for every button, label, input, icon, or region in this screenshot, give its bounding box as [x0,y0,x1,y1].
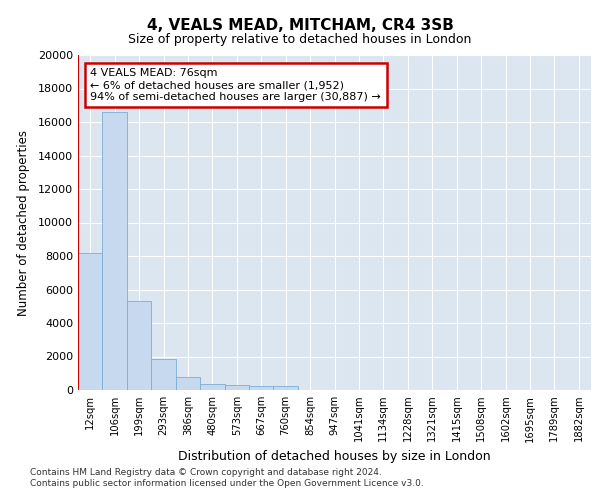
Text: Contains HM Land Registry data © Crown copyright and database right 2024.
Contai: Contains HM Land Registry data © Crown c… [30,468,424,487]
Text: 4 VEALS MEAD: 76sqm
← 6% of detached houses are smaller (1,952)
94% of semi-deta: 4 VEALS MEAD: 76sqm ← 6% of detached hou… [90,68,381,102]
Bar [127,301,151,390]
Bar [224,386,249,390]
Y-axis label: Number of detached properties: Number of detached properties [17,130,29,316]
Bar [103,112,127,390]
Bar [78,252,103,390]
Text: 4, VEALS MEAD, MITCHAM, CR4 3SB: 4, VEALS MEAD, MITCHAM, CR4 3SB [146,18,454,32]
Bar [249,386,274,390]
Bar [151,359,176,390]
Text: Size of property relative to detached houses in London: Size of property relative to detached ho… [128,32,472,46]
Bar [176,378,200,390]
X-axis label: Distribution of detached houses by size in London: Distribution of detached houses by size … [178,450,491,463]
Bar [200,384,224,390]
Bar [274,386,298,390]
